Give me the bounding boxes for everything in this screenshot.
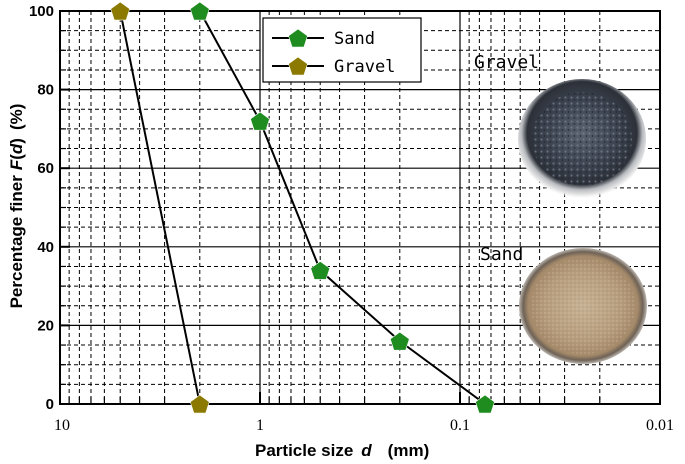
gravel-photo-label: Gravel (474, 52, 539, 73)
y-tick-labels: 0 20 40 60 80 100 (29, 3, 54, 413)
series-line-gravel (119, 10, 201, 405)
y-tick-label: 60 (37, 160, 54, 177)
sand-data-point (310, 261, 331, 280)
x-axis-label: Particle size d (mm) (255, 441, 429, 460)
series-layer (110, 1, 495, 414)
sand-data-point (475, 394, 495, 414)
gravel-data-point (189, 394, 210, 414)
sand-data-point (189, 1, 210, 21)
y-tick-label: 80 (37, 82, 54, 99)
legend-marker-gravel (288, 56, 308, 76)
y-tick-label: 40 (37, 239, 54, 256)
legend-label-sand: Sand (334, 29, 375, 49)
y-axis-label: Percentage finerF(d)(%) (7, 104, 26, 309)
legend-label-gravel: Gravel (334, 57, 395, 77)
x-tick-labels: 10 1 0.1 0.01 (54, 417, 674, 434)
legend-marker-sand (288, 28, 308, 48)
sand-data-point (389, 331, 410, 351)
x-tick-label: 0.01 (646, 417, 674, 434)
x-tick-label: 0.1 (450, 417, 470, 434)
gravel-photo (518, 79, 646, 199)
y-tick-label: 100 (29, 3, 54, 20)
x-tick-label: 10 (54, 417, 70, 434)
sand-data-point (250, 111, 270, 131)
legend: Sand Gravel (262, 17, 422, 83)
x-tick-label: 1 (256, 417, 264, 434)
y-tick-label: 20 (37, 317, 54, 334)
sand-photo (519, 248, 647, 364)
gravel-data-point (110, 1, 131, 21)
y-tick-label: 0 (46, 396, 54, 413)
sand-photo-label: Sand (480, 244, 523, 265)
